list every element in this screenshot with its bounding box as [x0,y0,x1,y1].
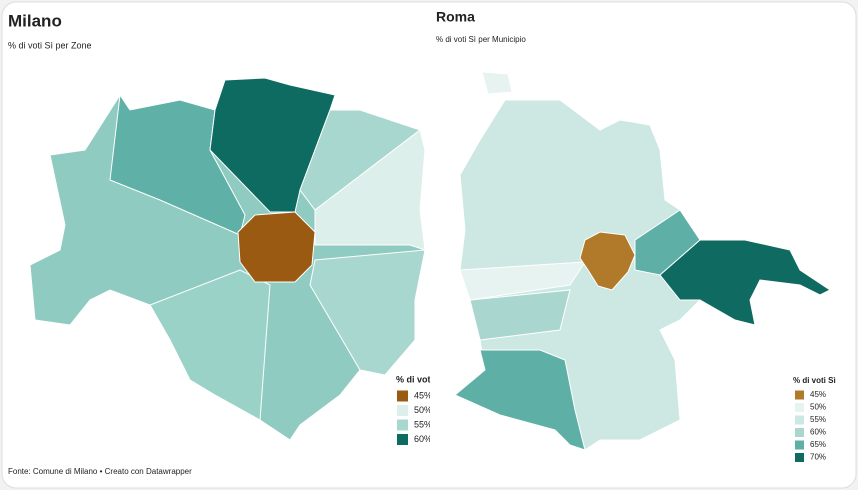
zone [454,349,586,451]
legend-label: 65% [810,440,826,449]
legend-swatch [397,419,408,431]
legend: 45% 50% 55% 60% [397,390,432,445]
legend-title: % di voti Sì [793,376,836,385]
legend-label: 70% [810,453,826,462]
zone [481,71,513,95]
legend-label: 45% [414,390,432,400]
subtitle: % di voti Sì per Municipio [436,35,526,44]
milano-panel: Milano % di voti Sì per Zone % di voti S… [8,11,444,476]
milano-map [29,77,426,441]
legend-swatch [397,405,408,416]
legend-swatch [795,428,804,437]
zone [314,129,426,251]
legend-label: 55% [810,415,826,424]
legend-label: 55% [414,419,432,429]
zone [459,261,586,301]
roma-map [453,71,831,451]
legend-swatch [795,440,804,450]
legend-label: 60% [414,434,432,444]
roma-panel: Roma % di voti Sì per Municipio % di vot… [436,9,836,462]
legend-swatch [795,390,804,400]
legend: 45% 50% 55% 60% 65% 70% [795,390,826,462]
legend-swatch [795,453,804,462]
legend-swatch [397,390,408,402]
zone [579,231,636,291]
legend-label: 50% [810,403,826,412]
zone [237,211,316,283]
zone [469,289,571,341]
zone [309,249,426,376]
legend-swatch [397,434,408,445]
zone [109,93,246,236]
legend-label: 60% [810,428,826,437]
title: Milano [8,11,62,30]
legend-swatch [795,415,804,425]
legend-title: % di voti Sì [396,374,444,384]
source: Fonte: Comune di Milano • Creato con Dat… [8,467,192,476]
zone [149,269,271,421]
title: Roma [436,9,475,25]
zone [659,239,831,326]
legend-swatch [795,403,804,412]
legend-label: 45% [810,390,826,399]
subtitle: % di voti Sì per Zone [8,40,92,50]
legend-label: 50% [414,405,432,415]
